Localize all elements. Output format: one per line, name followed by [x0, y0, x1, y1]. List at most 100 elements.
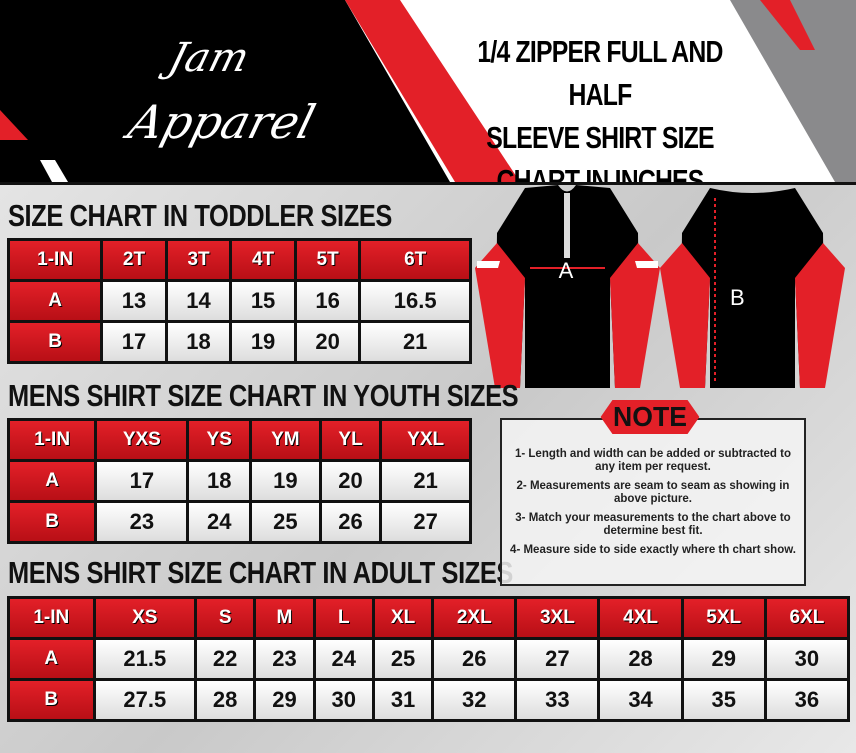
- shirt-front: A: [475, 185, 660, 388]
- column-header: 2XL: [434, 599, 515, 637]
- row-header: A: [10, 282, 101, 320]
- width-label: A: [559, 258, 574, 283]
- header-row: 1-IN 2T 3T 4T 5T 6T: [10, 241, 469, 279]
- shirt-back: B: [660, 188, 845, 388]
- column-header: 1-IN: [10, 421, 95, 459]
- column-header: 2T: [103, 241, 165, 279]
- table-row: B 23 24 25 26 27: [10, 503, 469, 541]
- column-header: XL: [374, 599, 432, 637]
- table-row: B 27.5 28 29 30 31 32 33 34 35 36: [10, 681, 847, 719]
- table-cell: 29: [256, 681, 313, 719]
- column-header: 6T: [361, 241, 469, 279]
- table-cell: 19: [251, 462, 319, 500]
- table-cell: 29: [683, 640, 764, 678]
- note-item: 1- Length and width can be added or subt…: [514, 448, 792, 473]
- table-row: A 17 18 19 20 21: [10, 462, 469, 500]
- column-header: YL: [321, 421, 380, 459]
- table-cell: 21: [361, 323, 469, 361]
- column-header: M: [256, 599, 313, 637]
- table-cell: 23: [97, 503, 187, 541]
- table-cell: 26: [321, 503, 380, 541]
- table-cell: 33: [517, 681, 598, 719]
- table-cell: 28: [600, 640, 681, 678]
- row-header: A: [10, 640, 93, 678]
- column-header: YXS: [97, 421, 187, 459]
- header-row: 1-IN XS S M L XL 2XL 3XL 4XL 5XL 6XL: [10, 599, 847, 637]
- table-cell: 14: [167, 282, 230, 320]
- youth-size-table: 1-IN YXS YS YM YL YXL A 17 18 19 20 21 B 23 24 25 26 27: [7, 418, 472, 544]
- table-cell: 18: [189, 462, 249, 500]
- table-cell: 23: [256, 640, 313, 678]
- table-cell: 24: [189, 503, 249, 541]
- row-header: A: [10, 462, 95, 500]
- table-cell: 18: [167, 323, 230, 361]
- note-box: 1- Length and width can be added or subt…: [500, 418, 806, 586]
- table-cell: 30: [766, 640, 847, 678]
- table-cell: 30: [315, 681, 372, 719]
- table-cell: 16.5: [361, 282, 469, 320]
- column-header: YXL: [382, 421, 469, 459]
- table-cell: 21: [382, 462, 469, 500]
- note-title: NOTE: [600, 400, 700, 434]
- row-header: B: [10, 323, 101, 361]
- table-cell: 28: [197, 681, 254, 719]
- column-header: L: [315, 599, 372, 637]
- table-cell: 21.5: [95, 640, 195, 678]
- brand-logo-line2: Apparel: [122, 95, 321, 149]
- table-cell: 31: [374, 681, 432, 719]
- table-cell: 27.5: [95, 681, 195, 719]
- shirt-diagram: A B: [475, 185, 845, 388]
- row-header: B: [10, 681, 93, 719]
- length-label: B: [730, 285, 745, 310]
- column-header: 6XL: [766, 599, 847, 637]
- table-cell: 22: [197, 640, 254, 678]
- adult-heading: MENS SHIRT SIZE CHART IN ADULT SIZES: [8, 555, 513, 590]
- column-header: 5T: [296, 241, 359, 279]
- column-header: 5XL: [683, 599, 764, 637]
- page-title: 1/4 ZIPPER FULL AND HALF SLEEVE SHIRT SI…: [456, 30, 744, 182]
- toddler-size-table: 1-IN 2T 3T 4T 5T 6T A 13 14 15 16 16.5 B 17 18 19 20 21: [7, 238, 472, 364]
- title-line: CHART IN INCHES: [496, 163, 704, 182]
- column-header: 3XL: [517, 599, 598, 637]
- column-header: YS: [189, 421, 249, 459]
- toddler-heading: SIZE CHART IN TODDLER SIZES: [8, 198, 392, 233]
- header-banner: Jam Apparel 1/4 ZIPPER FULL AND HALF SLE…: [0, 0, 856, 182]
- adult-size-table: 1-IN XS S M L XL 2XL 3XL 4XL 5XL 6XL A 21.5 22 23 24 25 2…: [7, 596, 850, 722]
- header-row: 1-IN YXS YS YM YL YXL: [10, 421, 469, 459]
- note-item: 2- Measurements are seam to seam as show…: [516, 480, 790, 505]
- column-header: 4XL: [600, 599, 681, 637]
- banner-graphic: [0, 0, 856, 182]
- column-header: 3T: [167, 241, 230, 279]
- table-cell: 32: [434, 681, 515, 719]
- youth-heading: MENS SHIRT SIZE CHART IN YOUTH SIZES: [8, 378, 519, 413]
- title-line: 1/4 ZIPPER FULL AND HALF: [477, 34, 723, 112]
- column-header: 1-IN: [10, 241, 101, 279]
- table-cell: 17: [97, 462, 187, 500]
- column-header: YM: [251, 421, 319, 459]
- table-cell: 13: [103, 282, 165, 320]
- table-cell: 24: [315, 640, 372, 678]
- table-cell: 34: [600, 681, 681, 719]
- column-header: 1-IN: [10, 599, 93, 637]
- table-cell: 15: [232, 282, 294, 320]
- table-row: A 13 14 15 16 16.5: [10, 282, 469, 320]
- brand-logo-line1: Jam: [163, 35, 254, 81]
- title-line: SLEEVE SHIRT SIZE: [486, 120, 714, 155]
- table-cell: 20: [296, 323, 359, 361]
- note-item: 3- Match your measurements to the chart …: [515, 512, 791, 537]
- table-cell: 36: [766, 681, 847, 719]
- column-header: XS: [95, 599, 195, 637]
- table-cell: 19: [232, 323, 294, 361]
- table-row: B 17 18 19 20 21: [10, 323, 469, 361]
- table-cell: 35: [683, 681, 764, 719]
- row-header: B: [10, 503, 95, 541]
- table-cell: 20: [321, 462, 380, 500]
- column-header: 4T: [232, 241, 294, 279]
- table-cell: 16: [296, 282, 359, 320]
- column-header: S: [197, 599, 254, 637]
- table-cell: 27: [382, 503, 469, 541]
- table-row: A 21.5 22 23 24 25 26 27 28 29 30: [10, 640, 847, 678]
- table-cell: 17: [103, 323, 165, 361]
- table-cell: 25: [251, 503, 319, 541]
- table-cell: 25: [374, 640, 432, 678]
